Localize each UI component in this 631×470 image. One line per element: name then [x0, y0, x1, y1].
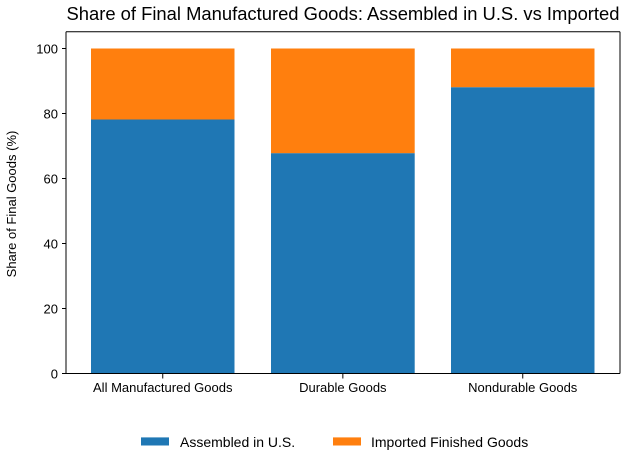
svg-text:Nondurable Goods: Nondurable Goods — [468, 380, 578, 395]
svg-text:Share of Final Manufactured Go: Share of Final Manufactured Goods: Assem… — [66, 3, 619, 24]
svg-text:100: 100 — [36, 41, 58, 56]
svg-text:60: 60 — [44, 171, 58, 186]
svg-text:80: 80 — [44, 106, 58, 121]
svg-text:40: 40 — [44, 236, 58, 251]
svg-text:Assembled in U.S.: Assembled in U.S. — [180, 434, 295, 450]
svg-text:All Manufactured Goods: All Manufactured Goods — [93, 380, 233, 395]
svg-text:0: 0 — [51, 366, 58, 381]
svg-text:20: 20 — [44, 301, 58, 316]
svg-text:Share of Final Goods (%): Share of Final Goods (%) — [4, 131, 19, 278]
svg-text:Imported Finished Goods: Imported Finished Goods — [371, 434, 528, 450]
svg-text:Durable Goods: Durable Goods — [299, 380, 387, 395]
